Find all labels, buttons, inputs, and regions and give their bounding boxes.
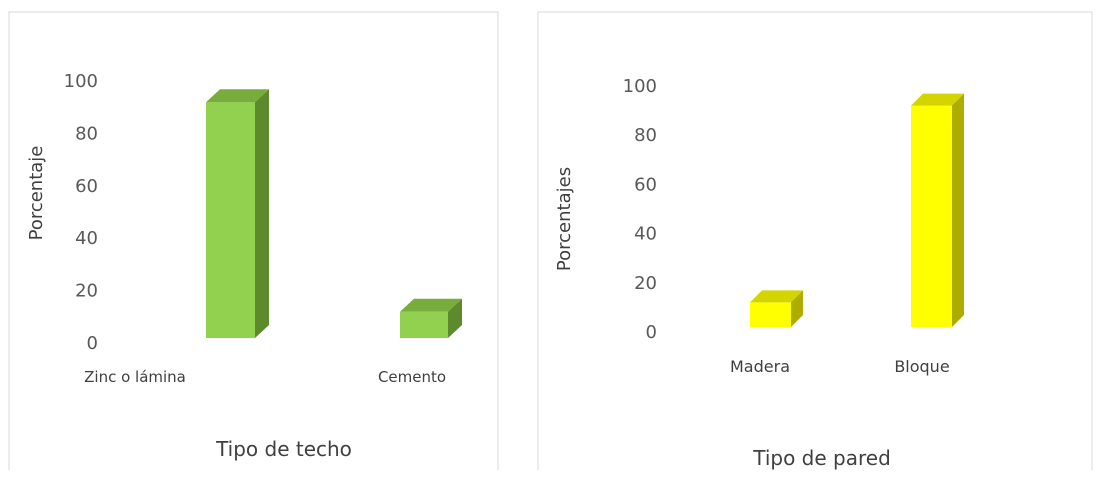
chart-2: 0 20 40 60 80 100 Madera Bloque Tipo de pared Por… — [537, 11, 1093, 470]
x-category-label: Madera — [730, 357, 790, 376]
y-tick-label: 0 — [646, 322, 657, 343]
bar-top — [400, 298, 462, 312]
bar-side — [952, 93, 964, 327]
bar-front — [750, 302, 791, 327]
y-tick-label: 40 — [75, 228, 98, 249]
bar-top — [911, 93, 964, 106]
bar-front — [911, 105, 952, 327]
x-category-label: Zinc o lámina — [84, 368, 186, 386]
x-axis-title: Tipo de pared — [752, 446, 891, 470]
bar — [911, 93, 964, 327]
y-axis-title: Porcentajes — [554, 167, 575, 271]
chart-frame — [537, 11, 1093, 470]
y-tick-label: 20 — [634, 273, 657, 294]
y-axis-title: Porcentaje — [26, 146, 47, 241]
bar-front — [206, 102, 255, 338]
x-axis-title: Tipo de techo — [215, 437, 352, 461]
bar-side — [791, 290, 803, 327]
bar-side — [448, 298, 462, 338]
y-tick-label: 60 — [75, 176, 98, 197]
bar-top — [750, 290, 803, 303]
chart-1: 0 20 40 60 80 100 Zinc o lámina Cemento Tipo de … — [8, 11, 499, 470]
y-tick-label: 80 — [634, 125, 657, 146]
y-tick-label: 80 — [75, 123, 98, 144]
chart-frame — [8, 11, 499, 470]
y-tick-label: 60 — [634, 174, 657, 195]
bar — [400, 298, 462, 338]
y-tick-label: 20 — [75, 281, 98, 302]
y-tick-label: 100 — [64, 71, 98, 92]
bar-front — [400, 311, 448, 338]
bar-side — [255, 89, 269, 338]
y-tick-label: 0 — [87, 333, 98, 354]
y-tick-label: 100 — [623, 76, 657, 97]
bar — [206, 89, 269, 338]
bar — [750, 290, 803, 327]
y-tick-label: 40 — [634, 224, 657, 245]
bar-top — [206, 89, 269, 103]
x-category-label: Cemento — [378, 368, 446, 386]
x-category-label: Bloque — [894, 357, 949, 376]
